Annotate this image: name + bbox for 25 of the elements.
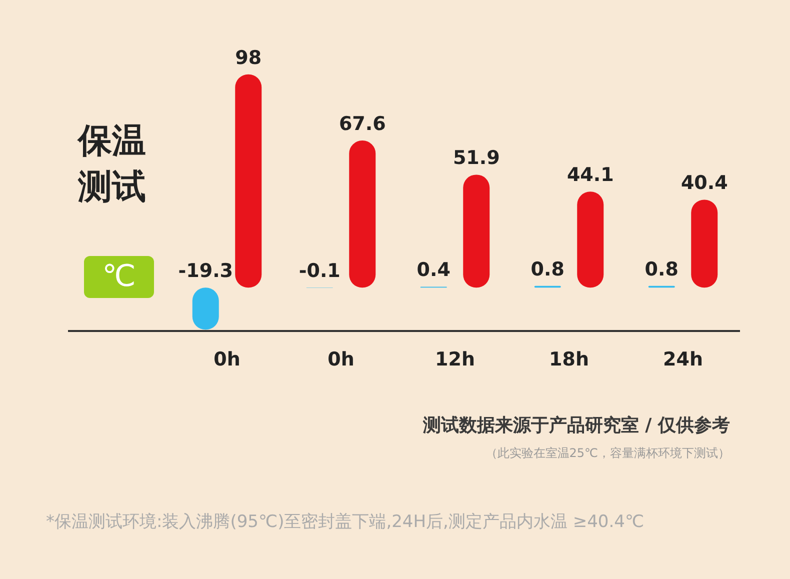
data-label: 0.8 bbox=[644, 258, 678, 280]
data-label: 67.6 bbox=[338, 112, 386, 135]
bar bbox=[463, 174, 490, 288]
text: *保温测试环境:装入沸腾(95℃)至密封盖下端,24H后,测定产品内水温 ≥40.4℃ bbox=[46, 511, 644, 533]
x-tick-label: 18h bbox=[549, 348, 589, 371]
data-label: -0.1 bbox=[298, 260, 340, 282]
data-label: 51.9 bbox=[452, 147, 500, 170]
data-label: 0.4 bbox=[416, 259, 450, 282]
data-label: -19.3 bbox=[178, 260, 234, 282]
data-label: 0.8 bbox=[530, 258, 564, 280]
data-label: 98 bbox=[235, 46, 262, 69]
x-tick-label: 12h bbox=[435, 348, 475, 371]
bar bbox=[577, 192, 604, 288]
bar bbox=[691, 200, 718, 288]
data-label: 44.1 bbox=[566, 164, 614, 186]
text: 保温测试 bbox=[78, 120, 147, 209]
x-tick-label: 0h bbox=[328, 348, 354, 371]
x-tick-label: 0h bbox=[214, 348, 240, 371]
bar bbox=[349, 140, 376, 288]
bar bbox=[235, 74, 262, 288]
y-axis-title: ℃ bbox=[84, 256, 154, 298]
text: （此实验在室温25℃，容量满杯环境下测试） bbox=[485, 445, 730, 462]
x-tick-label: 24h bbox=[663, 348, 703, 371]
data-label: 40.4 bbox=[680, 172, 728, 194]
text: 测试数据来源于产品研究室 / 仅供参考 bbox=[422, 414, 730, 437]
